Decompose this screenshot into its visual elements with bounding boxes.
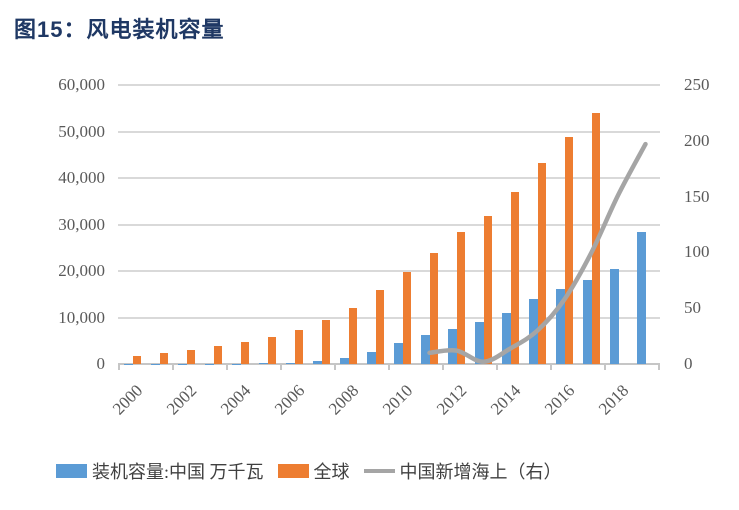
bar-china [394,343,403,364]
bar-global [510,191,519,364]
x-axis-label: 2008 [324,380,362,419]
y-axis-label-right: 100 [684,242,710,262]
x-axis-label: 2012 [432,380,470,419]
legend-swatch-global [277,464,309,478]
x-axis-tick [604,364,606,370]
y-axis-label-left: 0 [96,354,106,373]
y-axis-label-right: 150 [684,186,710,206]
bar-china [367,352,376,364]
y-axis-label-left: 10,000 [58,307,105,327]
x-axis-label: 2004 [216,380,254,419]
x-axis-tick [658,364,660,370]
gridline [118,223,660,226]
y-axis-label-right: 0 [684,354,693,373]
bar-china [475,321,484,364]
x-axis-tick [388,364,390,370]
bar-global [564,137,573,364]
bar-china [421,334,430,364]
bar-china [313,361,322,364]
bar-china [259,363,268,364]
legend-label: 全球 [313,462,350,482]
bar-global [159,352,168,364]
x-axis-label: 2006 [270,380,308,419]
gridline [118,130,660,133]
legend-label: 中国新增海上（右） [399,462,562,482]
chart-title: 图15：风电装机容量 [14,17,225,42]
bar-china [448,329,457,364]
y-axis-label-left: 40,000 [58,168,105,187]
x-axis-tick [334,364,336,370]
legend-swatch-china [56,464,87,478]
y-axis-label-right: 250 [684,75,710,94]
bar-global [483,215,492,364]
gridline [118,270,660,272]
bar-global [213,345,222,364]
legend: 装机容量:中国 万千瓦 全球 中国新增海上（右） [56,458,576,484]
offshore-line-layer [427,141,648,365]
bar-china [637,232,646,364]
bar-global [456,232,465,364]
gridline [118,84,660,86]
bar-global [186,349,195,364]
y-axis-label-left: 20,000 [58,261,105,280]
x-axis-label: 2002 [162,380,200,419]
x-axis-tick [442,364,444,370]
x-axis-tick [172,364,174,370]
bar-china [286,362,295,364]
bar-china [556,289,565,364]
bar-global [375,290,384,364]
y-axis-label-right: 50 [684,298,701,318]
y-axis-label-left: 50,000 [58,121,105,141]
y-axis-label-left: 30,000 [58,214,105,234]
plot-area [119,85,659,364]
bar-global [348,307,357,364]
bar-china [610,268,619,364]
x-axis-tick [226,364,228,370]
legend-label: 装机容量:中国 万千瓦 [92,462,264,482]
x-axis-label: 2016 [540,380,578,419]
x-axis-label: 2014 [486,380,524,419]
x-axis-tick [550,364,552,370]
x-axis-label: 2018 [594,380,632,419]
gridline [118,177,660,179]
bar-global [267,336,276,364]
bar-global [429,253,438,364]
bar-china [340,358,349,364]
bar-global [321,320,330,364]
legend-swatch-offshore [363,468,395,474]
x-axis-label: 2010 [378,380,416,419]
y-axis-label-left: 60,000 [58,75,105,94]
bar-global [294,329,303,364]
bar-global [240,341,249,364]
bar-global [402,271,411,364]
y-axis-label-right: 200 [684,130,710,150]
x-axis-tick [280,364,282,370]
x-axis-tick [118,364,120,370]
x-axis-tick [496,364,498,370]
x-axis-label: 2000 [108,380,146,419]
offshore-line [427,141,648,365]
bar-global [132,356,141,364]
bar-global [537,162,546,364]
gridline [118,316,660,319]
bar-china [502,313,511,364]
bar-china [583,279,592,364]
